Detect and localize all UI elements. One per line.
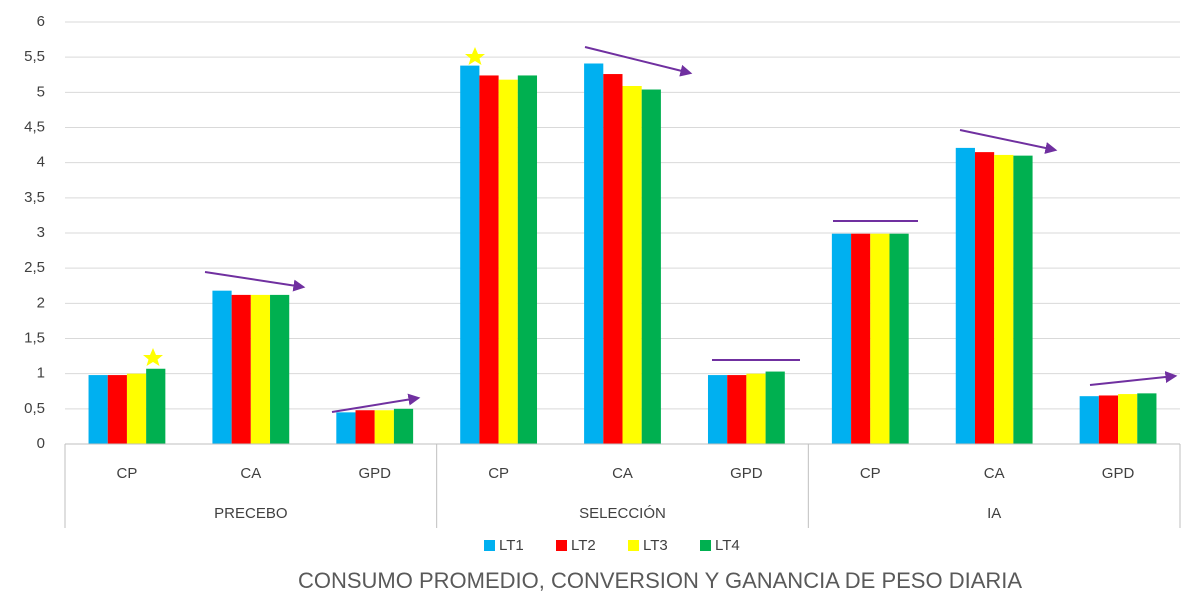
bar [498,79,518,444]
y-tick-label: 4 [37,154,45,171]
bar [955,147,975,444]
bar [831,233,852,444]
legend-label: LT4 [715,537,740,554]
annotations [143,46,1178,413]
y-tick-label: 0,5 [24,400,45,417]
bar [870,233,890,444]
bar [146,368,166,444]
bar [584,63,604,444]
x-tick-label: CA [612,465,633,482]
bar [851,233,871,444]
group-label: SELECCIÓN [579,505,666,522]
bar [603,74,623,445]
x-tick-label: CP [117,465,138,482]
bar [746,373,766,444]
bar [126,373,147,444]
y-tick-label: 2,5 [24,259,45,276]
legend-swatch [484,540,495,551]
x-tick-label: CA [240,465,261,482]
y-tick-label: 3,5 [24,189,45,206]
x-tick-label: CP [860,465,881,482]
y-tick-label: 2 [37,294,45,311]
bar [270,294,290,444]
x-tick-label: CA [984,465,1005,482]
x-tick-label: GPD [358,465,391,482]
y-tick-label: 5 [37,83,45,100]
bar [336,412,356,444]
group-label: PRECEBO [214,505,287,522]
bar [765,371,785,444]
legend-swatch [700,540,711,551]
bar [707,375,728,444]
star [465,47,485,65]
bar [355,410,375,444]
bar [889,233,909,444]
y-tick-label: 0 [37,435,45,452]
arrow [1089,371,1178,386]
y-tick-label: 1 [37,365,45,382]
bar [479,75,499,444]
bar [1013,155,1033,444]
legend-label: LT3 [643,537,668,554]
bar [374,410,394,444]
legend-label: LT1 [499,537,524,554]
bar [1098,395,1119,444]
bar [727,375,747,444]
bar [641,89,661,445]
y-tick-label: 3 [37,224,45,241]
bar [393,408,414,444]
legend-swatch [628,540,639,551]
arrow [584,46,693,77]
legend-swatch [556,540,567,551]
group-label: IA [987,505,1001,522]
arrow [331,393,421,413]
bar [107,375,127,444]
y-tick-label: 4,5 [24,118,45,135]
arrow [959,129,1058,154]
y-tick-label: 5,5 [24,48,45,65]
plot-area: 0 0,5 1 1,5 2 2,5 3 3,5 4 4,5 5 5,5 6 CP CA GPD CP CA GPD C… [24,13,1181,554]
bar [460,65,480,445]
star [143,348,163,366]
bar [250,294,271,444]
arrow [204,271,306,292]
bar [1137,393,1157,444]
y-tick-label: 1,5 [24,329,45,346]
bar [622,86,642,445]
bar [994,154,1014,444]
x-tick-label: GPD [730,465,763,482]
legend-label: LT2 [571,537,596,554]
bar [1079,396,1099,444]
bar [517,75,538,444]
bar [88,375,108,444]
bar [212,290,232,444]
y-tick-label: 6 [37,13,45,30]
chart-title: CONSUMO PROMEDIO, CONVERSION Y GANANCIA … [298,568,1022,593]
bar [231,294,251,444]
bar [974,152,995,444]
bar [1118,394,1138,444]
x-tick-label: CP [488,465,509,482]
x-tick-label: GPD [1102,465,1135,482]
